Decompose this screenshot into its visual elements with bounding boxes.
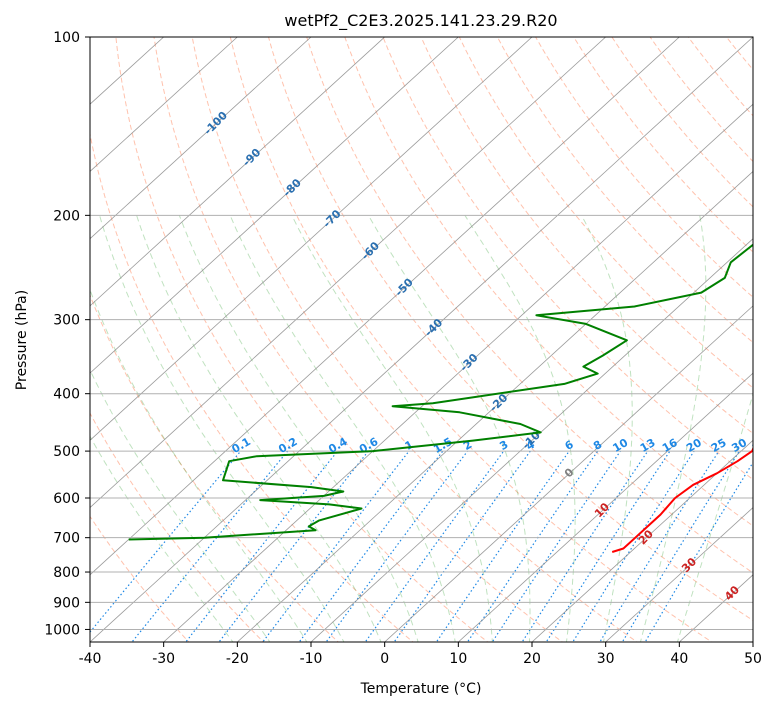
isotherm-line bbox=[90, 37, 385, 307]
mixing-ratio-line bbox=[491, 450, 621, 642]
mixing-ratio-line bbox=[599, 450, 720, 642]
y-axis-label: Pressure (hPa) bbox=[14, 290, 30, 390]
dry-adiabat-line bbox=[191, 37, 638, 642]
y-tick-label: 700 bbox=[53, 531, 80, 547]
mixing-ratio-line bbox=[393, 450, 531, 642]
isotherm-line bbox=[384, 305, 753, 642]
x-tick-label: 50 bbox=[744, 651, 762, 667]
moist-adiabat-line bbox=[90, 288, 308, 642]
mixing-ratio-line bbox=[435, 450, 570, 642]
isotherm-line bbox=[90, 37, 459, 374]
mixing-ratio-line bbox=[545, 450, 671, 642]
x-tick-label: -30 bbox=[152, 651, 175, 667]
moist-adiabat-line bbox=[367, 215, 531, 642]
moist-adiabat-line bbox=[676, 392, 753, 642]
isotherm-line bbox=[163, 103, 753, 642]
y-tick-label: 900 bbox=[53, 595, 80, 611]
x-tick-label: 0 bbox=[380, 651, 389, 667]
temperature-profile-line bbox=[611, 446, 753, 553]
mixing-ratio-line bbox=[325, 450, 468, 642]
dry-adiabat-line bbox=[153, 37, 564, 642]
y-tick-label: 600 bbox=[53, 491, 80, 507]
y-tick-label: 100 bbox=[53, 30, 80, 46]
isotherm-line bbox=[90, 37, 533, 441]
x-tick-label: -10 bbox=[300, 651, 323, 667]
isotherm-line bbox=[605, 507, 753, 642]
plot-frame bbox=[89, 36, 754, 643]
dry-adiabat-line bbox=[344, 37, 753, 527]
isotherm-line bbox=[458, 372, 753, 642]
dry-adiabat-line bbox=[306, 37, 753, 574]
isotherm-line bbox=[310, 238, 753, 642]
profile-lines bbox=[128, 243, 753, 553]
dewpoint-profile-line bbox=[128, 243, 753, 541]
mixing-ratio-line bbox=[218, 450, 369, 642]
y-tick-label: 400 bbox=[53, 387, 80, 403]
grid bbox=[90, 37, 753, 642]
x-tick-label: 30 bbox=[597, 651, 615, 667]
moist-adiabat-line bbox=[99, 215, 345, 642]
mixing-ratio-line bbox=[621, 450, 740, 642]
isotherm-line bbox=[90, 37, 238, 172]
y-tick-label: 500 bbox=[53, 444, 80, 460]
isotherm-line bbox=[90, 37, 312, 240]
isotherm-line bbox=[90, 37, 606, 509]
mixing-ratio-line bbox=[185, 450, 339, 642]
x-tick-label: 20 bbox=[523, 651, 541, 667]
dry-adiabat-line bbox=[90, 131, 414, 642]
x-tick-label: 40 bbox=[670, 651, 688, 667]
x-tick-label: 10 bbox=[449, 651, 467, 667]
isotherm-line bbox=[237, 170, 753, 642]
y-tick-label: 800 bbox=[53, 565, 80, 581]
mixing-ratio-label: 36 bbox=[750, 436, 770, 455]
dry-adiabat-line bbox=[382, 37, 753, 481]
moist-adiabat-line bbox=[464, 215, 576, 642]
isotherm-line bbox=[531, 439, 753, 642]
axis-ticks: -40 -30 -20 -10 0 10 20 30 40 50 100 200 300 400 500 60… bbox=[44, 30, 762, 667]
y-tick-label: 300 bbox=[53, 313, 80, 329]
moist-adiabat-line bbox=[136, 215, 382, 642]
mixing-ratio-line bbox=[364, 450, 505, 642]
dry-adiabat-line bbox=[267, 37, 753, 622]
dry-adiabat-line bbox=[535, 37, 753, 298]
y-tick-label: 1000 bbox=[44, 622, 80, 638]
dry-adiabat-line bbox=[90, 293, 339, 642]
mixing-ratio-line bbox=[572, 450, 695, 642]
x-tick-label: -20 bbox=[226, 651, 249, 667]
dry-adiabat-line bbox=[458, 37, 753, 389]
x-axis-label: Temperature (°C) bbox=[360, 681, 482, 697]
dry-adiabat-line bbox=[420, 37, 753, 435]
chart-title: wetPf2_C2E3.2025.141.23.29.R20 bbox=[284, 11, 557, 31]
moist-adiabat-line bbox=[581, 215, 633, 642]
moist-adiabat-line bbox=[90, 368, 271, 642]
x-tick-label: -40 bbox=[79, 651, 102, 667]
isotherm-line bbox=[90, 37, 680, 576]
mixing-ratio-line bbox=[521, 450, 649, 642]
moist-adiabat-line bbox=[229, 215, 456, 642]
y-tick-label: 200 bbox=[53, 208, 80, 224]
isotherm-line bbox=[90, 37, 753, 642]
